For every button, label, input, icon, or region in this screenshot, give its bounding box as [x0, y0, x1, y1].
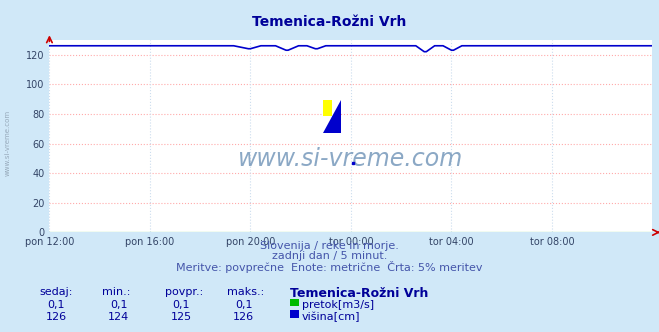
Text: 126: 126 — [233, 312, 254, 322]
Text: Temenica-Rožni Vrh: Temenica-Rožni Vrh — [252, 15, 407, 29]
Polygon shape — [323, 100, 341, 133]
Text: Temenica-Rožni Vrh: Temenica-Rožni Vrh — [290, 287, 428, 300]
Text: 0,1: 0,1 — [173, 300, 190, 310]
Bar — [332, 116, 341, 133]
Text: 0,1: 0,1 — [47, 300, 65, 310]
Text: 126: 126 — [45, 312, 67, 322]
Text: sedaj:: sedaj: — [40, 287, 73, 297]
Text: 0,1: 0,1 — [110, 300, 127, 310]
Text: 0,1: 0,1 — [235, 300, 252, 310]
Text: Meritve: povprečne  Enote: metrične  Črta: 5% meritev: Meritve: povprečne Enote: metrične Črta:… — [176, 261, 483, 273]
Text: pretok[m3/s]: pretok[m3/s] — [302, 300, 374, 310]
Bar — [323, 100, 332, 116]
Text: povpr.:: povpr.: — [165, 287, 203, 297]
Text: 125: 125 — [171, 312, 192, 322]
Text: 124: 124 — [108, 312, 129, 322]
Text: Slovenija / reke in morje.: Slovenija / reke in morje. — [260, 241, 399, 251]
Text: maks.:: maks.: — [227, 287, 265, 297]
Text: min.:: min.: — [102, 287, 130, 297]
Text: višina[cm]: višina[cm] — [302, 312, 360, 322]
Text: www.si-vreme.com: www.si-vreme.com — [239, 147, 463, 171]
Text: zadnji dan / 5 minut.: zadnji dan / 5 minut. — [272, 251, 387, 261]
Text: www.si-vreme.com: www.si-vreme.com — [5, 110, 11, 176]
